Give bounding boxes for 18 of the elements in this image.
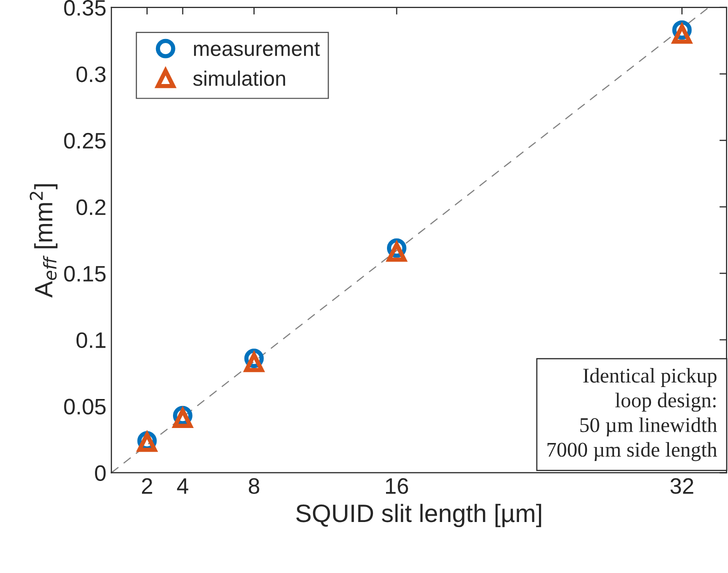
x-axis-title: SQUID slit length [µm] — [296, 504, 542, 528]
x-tick-label: 8 — [248, 478, 260, 494]
legend-label: measurement — [194, 42, 320, 56]
y-axis-title: A$_{eff}$ [mm$^{2}$] — [30, 184, 58, 298]
y-tick-label: 0.2 — [76, 199, 106, 216]
y-tick-label: 0.05 — [64, 398, 106, 415]
y-tick-label: 0.3 — [76, 66, 106, 82]
legend-label: simulation — [193, 70, 286, 86]
x-tick-label: 32 — [670, 478, 694, 494]
annotation: Identical pickup loop design: 50 µm linewidth 7000 µm side length — [548, 368, 718, 462]
y-tick-label: 0 — [95, 465, 106, 481]
x-tick-label: 16 — [386, 478, 408, 494]
y-tick-label: 0.35 — [64, 0, 106, 16]
x-tick-label: 4 — [177, 478, 188, 494]
y-tick-label: 0.15 — [64, 266, 106, 282]
y-tick-label: 0.1 — [76, 332, 106, 348]
x-tick-label: 2 — [142, 478, 152, 494]
y-tick-label: 0.25 — [64, 132, 106, 149]
